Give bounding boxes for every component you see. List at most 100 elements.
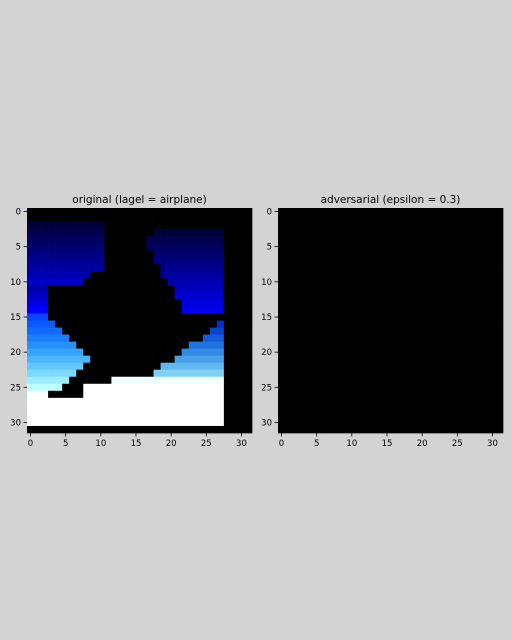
image-pixel — [244, 327, 253, 335]
image-pixel — [118, 250, 126, 258]
image-pixel — [313, 250, 321, 258]
image-pixel — [188, 390, 197, 399]
image-pixel — [334, 348, 342, 357]
image-pixel — [411, 292, 419, 300]
image-pixel — [404, 236, 412, 244]
image-pixel — [41, 397, 49, 406]
image-pixel — [118, 208, 126, 216]
image-pixel — [34, 299, 42, 307]
image-pixel — [327, 271, 335, 279]
image-pixel — [34, 285, 42, 293]
image-pixel — [334, 306, 342, 314]
image-pixel — [153, 327, 161, 335]
image-pixel — [202, 264, 211, 272]
image-pixel — [481, 278, 490, 286]
image-pixel — [446, 355, 455, 364]
image-pixel — [62, 215, 70, 223]
image-pixel — [446, 348, 455, 357]
image-pixel — [216, 250, 225, 258]
image-pixel — [230, 285, 239, 293]
image-pixel — [83, 292, 91, 300]
image-pixel — [209, 229, 218, 237]
image-pixel — [341, 236, 349, 244]
image-pixel — [27, 215, 35, 223]
image-pixel — [446, 334, 455, 342]
image-pixel — [320, 369, 328, 378]
image-pixel — [181, 257, 190, 265]
image-pixel — [230, 215, 239, 223]
image-pixel — [139, 208, 147, 216]
y-tick-label: 0 — [267, 208, 272, 218]
image-pixel — [237, 425, 246, 434]
image-pixel — [327, 215, 335, 223]
image-pixel — [62, 229, 70, 237]
image-pixel — [62, 334, 70, 342]
image-pixel — [69, 418, 77, 427]
image-pixel — [230, 362, 239, 371]
image-pixel — [439, 411, 448, 420]
image-pixel — [55, 355, 63, 364]
image-pixel — [334, 355, 342, 364]
image-pixel — [292, 418, 300, 427]
image-pixel — [432, 229, 441, 237]
image-pixel — [104, 425, 112, 434]
image-pixel — [230, 208, 239, 216]
image-pixel — [404, 250, 412, 258]
image-pixel — [390, 250, 398, 258]
image-pixel — [432, 285, 441, 293]
image-pixel — [174, 362, 183, 371]
image-pixel — [118, 411, 126, 420]
image-pixel — [76, 418, 84, 427]
image-pixel — [125, 341, 133, 349]
image-pixel — [425, 341, 434, 349]
image-pixel — [383, 257, 391, 265]
image-pixel — [174, 278, 183, 286]
image-pixel — [97, 411, 105, 420]
image-pixel — [223, 411, 232, 420]
image-pixel — [285, 425, 293, 434]
image-pixel — [383, 292, 391, 300]
image-pixel — [488, 278, 497, 286]
image-pixel — [160, 250, 168, 258]
image-pixel — [118, 264, 126, 272]
image-pixel — [195, 243, 204, 251]
image-pixel — [27, 250, 35, 258]
image-pixel — [146, 215, 154, 223]
image-pixel — [334, 383, 342, 392]
image-pixel — [97, 383, 105, 392]
image-pixel — [209, 383, 218, 392]
image-pixel — [334, 397, 342, 406]
image-pixel — [285, 327, 293, 335]
image-pixel — [202, 397, 211, 406]
image-pixel — [488, 292, 497, 300]
image-pixel — [334, 425, 342, 434]
image-pixel — [355, 257, 363, 265]
image-pixel — [488, 257, 497, 265]
image-pixel — [97, 376, 105, 385]
image-pixel — [334, 334, 342, 342]
image-pixel — [48, 390, 56, 399]
image-pixel — [313, 236, 321, 244]
image-pixel — [146, 285, 154, 293]
image-pixel — [139, 215, 147, 223]
image-pixel — [313, 383, 321, 392]
image-pixel — [76, 292, 84, 300]
image-pixel — [474, 222, 483, 230]
image-pixel — [83, 341, 91, 349]
image-pixel — [334, 390, 342, 399]
image-pixel — [83, 383, 91, 392]
image-pixel — [341, 390, 349, 399]
image-pixel — [216, 376, 225, 385]
image-pixel — [362, 369, 370, 378]
image-pixel — [125, 236, 133, 244]
image-pixel — [453, 369, 462, 378]
image-pixel — [27, 418, 35, 427]
image-pixel — [237, 383, 246, 392]
image-pixel — [55, 341, 63, 349]
image-pixel — [48, 320, 56, 328]
image-pixel — [474, 390, 483, 399]
image-pixel — [174, 418, 183, 427]
image-pixel — [160, 299, 168, 307]
image-pixel — [327, 236, 335, 244]
image-pixel — [69, 222, 77, 230]
